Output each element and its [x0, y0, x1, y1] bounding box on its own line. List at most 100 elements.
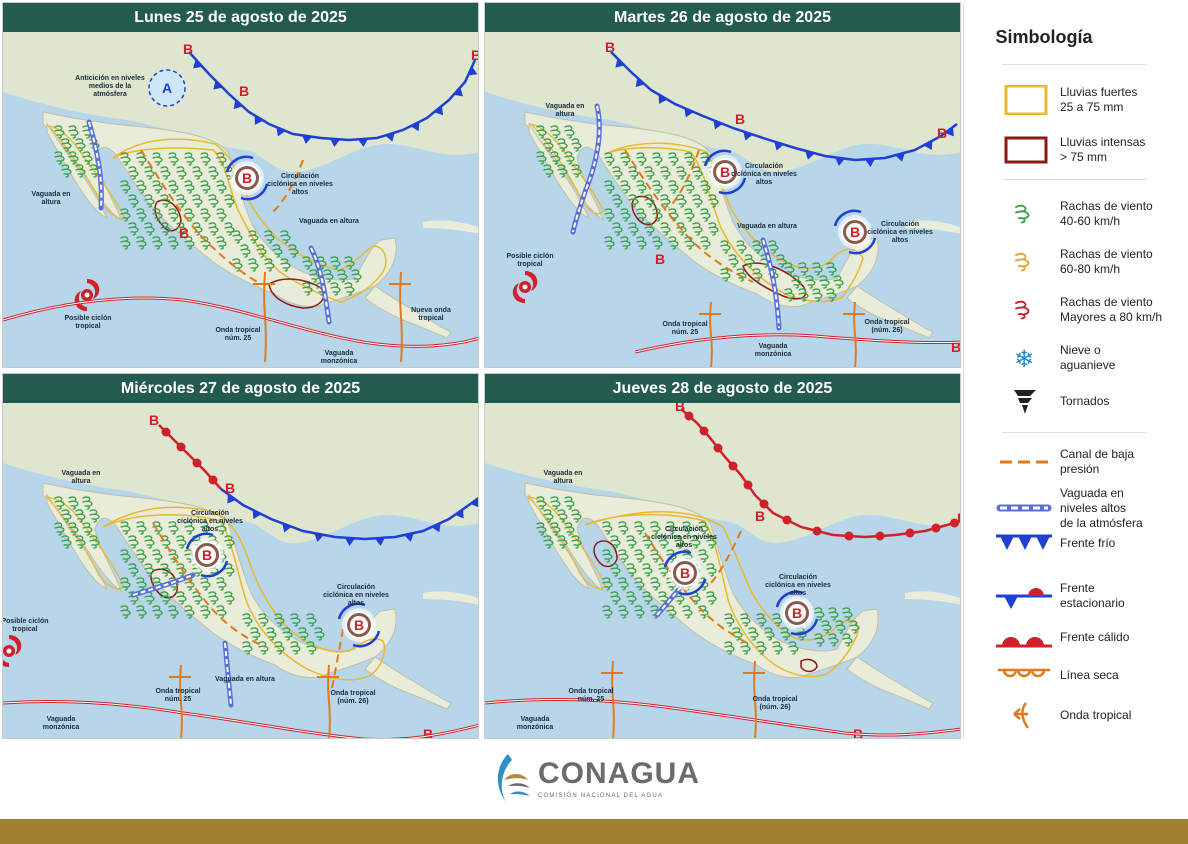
pressure-letter: B — [179, 225, 189, 241]
map-label: Vaguada monzónica — [320, 350, 358, 366]
wind-gust-icon — [144, 535, 155, 549]
svg-text:A: A — [162, 80, 172, 96]
low-pressure-trough — [710, 530, 742, 584]
tropical-wave — [253, 271, 275, 363]
wind-gust-icon — [571, 535, 582, 549]
wind-gust-icon — [550, 151, 561, 165]
legend-swatch — [1002, 637, 1020, 646]
anticyclone-icon: A — [148, 69, 186, 107]
rain-area — [268, 278, 325, 309]
wind-gust-icon — [666, 605, 677, 619]
tropical-wave — [389, 271, 411, 363]
land-north — [3, 403, 478, 543]
wind-gust-icon — [136, 236, 147, 250]
tropical-wave — [843, 301, 865, 367]
wind-gust-icon — [128, 194, 139, 208]
wind-gust-icon — [812, 262, 823, 276]
wind-gust-icon — [684, 152, 695, 166]
wind-gust-icon — [136, 549, 147, 563]
wind-gust-icon — [660, 222, 671, 236]
wind-gust-icon — [323, 269, 334, 283]
wind-gust-icon — [82, 522, 93, 536]
svg-text:B: B — [354, 617, 364, 633]
wind-gust-icon — [788, 641, 799, 655]
wind-gust-icon — [128, 563, 139, 577]
low-pressure-trough — [624, 149, 754, 283]
wind-gust-icon — [821, 620, 832, 634]
heavy-rain-box-icon — [994, 85, 1054, 115]
wind-gust-icon — [706, 563, 717, 577]
wind-gust-icon — [543, 509, 554, 523]
panel-title: Martes 26 de agosto de 2025 — [485, 3, 960, 32]
wind-gust-icon — [120, 577, 131, 591]
wind-gust-icon — [700, 236, 711, 250]
pressure-letter: B — [471, 47, 479, 63]
wind-gust-icon — [728, 254, 739, 268]
wind-gust-icon — [610, 591, 621, 605]
legend-item: Rachas de viento 40-60 km/h — [994, 194, 1184, 234]
legend-label: Frente frío — [1060, 535, 1116, 550]
wind-gust-icon — [258, 641, 269, 655]
wind-gust-icon — [200, 208, 211, 222]
map-label: Onda tropical núm. 25 — [215, 327, 261, 343]
wind-gust-icon — [344, 256, 355, 270]
wind-gust-icon — [330, 282, 341, 296]
wind-gust-icon — [168, 208, 179, 222]
rain-area — [800, 658, 818, 673]
map-label: Vaguada en altura — [31, 191, 71, 207]
wind-gust-icon — [826, 288, 837, 302]
wind-gust-icon — [612, 194, 623, 208]
wind-gust-icon — [602, 605, 613, 619]
wind-gust-icon — [288, 244, 299, 258]
legend-item: Tornados — [994, 388, 1184, 414]
wind-gust-icon — [184, 180, 195, 194]
legend-swatch — [1004, 85, 1048, 115]
wind-gust-icon — [68, 125, 79, 139]
wind-gust-icon — [314, 627, 325, 641]
map-label: Vaguada en altura — [61, 470, 101, 486]
wind-gust-icon — [248, 230, 259, 244]
wind-gust-icon — [536, 151, 547, 165]
wind-gust-icon — [706, 535, 717, 549]
wind-gust-icon — [604, 208, 615, 222]
land-north — [485, 403, 960, 543]
wind-gust-icon — [248, 258, 259, 272]
land-mexico — [42, 482, 397, 678]
map-label: Circulación ciclónica en niveles altos — [765, 574, 831, 598]
wind-gust-icon — [200, 605, 211, 619]
wind-gust-icon — [612, 166, 623, 180]
wind-gust-icon — [54, 522, 65, 536]
wind-gust-icon — [692, 222, 703, 236]
land-north — [485, 32, 960, 172]
wind-gust-icon — [82, 151, 93, 165]
pressure-letter: B — [605, 39, 615, 55]
tornado-icon — [994, 386, 1054, 416]
wind-gust-icon — [168, 605, 179, 619]
legend-label: Frente cálido — [1060, 629, 1130, 644]
land-central-america — [364, 656, 452, 710]
divider — [1002, 432, 1147, 433]
wind-gust-icon — [184, 605, 195, 619]
wind-gust-icon — [120, 208, 131, 222]
land-cuba — [905, 220, 960, 234]
wind-gust-icon — [1015, 252, 1030, 272]
legend-label: Lluvias intensas > 75 mm — [1060, 135, 1146, 164]
wind-gust-icon — [564, 496, 575, 510]
wind-gust-icon — [232, 230, 243, 244]
wind-gust-icon — [604, 236, 615, 250]
wind-gust-icon — [550, 496, 561, 510]
monsoon-trough — [634, 333, 960, 354]
wind-gust-icon — [536, 522, 547, 536]
wind-gust-icon — [128, 535, 139, 549]
wind-gust-icon — [152, 605, 163, 619]
wind-gust-icon — [120, 180, 131, 194]
wind-gust-icon — [550, 522, 561, 536]
pressure-letter: B — [149, 412, 159, 428]
pressure-letter: B — [423, 726, 433, 739]
legend-item: Lluvias fuertes 25 a 75 mm — [994, 80, 1184, 120]
warm-front — [158, 424, 222, 490]
wind-gust-icon — [144, 222, 155, 236]
map-label: Vaguada en altura — [543, 470, 583, 486]
map-label: Vaguada en altura — [299, 218, 359, 225]
